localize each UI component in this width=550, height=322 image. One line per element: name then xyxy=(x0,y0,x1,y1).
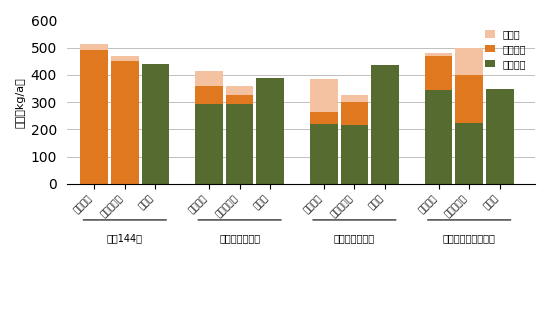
Bar xyxy=(455,123,483,184)
Bar xyxy=(195,86,223,104)
Bar xyxy=(310,112,338,124)
Bar xyxy=(195,104,223,184)
Bar xyxy=(310,79,338,112)
Bar xyxy=(425,56,452,90)
Text: （シロユタカ）: （シロユタカ） xyxy=(334,233,375,243)
Bar xyxy=(455,75,483,123)
Bar xyxy=(425,90,452,184)
Y-axis label: 収量（kg/a）: 収量（kg/a） xyxy=(15,77,25,128)
Legend: 親いも, 根根いも, 蔓根いも: 親いも, 根根いも, 蔓根いも xyxy=(481,25,530,73)
Bar xyxy=(226,95,254,104)
Bar xyxy=(111,62,139,184)
Bar xyxy=(80,51,108,184)
Bar xyxy=(340,95,368,102)
Bar xyxy=(425,53,452,56)
Bar xyxy=(226,86,254,95)
Text: 九州144号: 九州144号 xyxy=(107,233,143,243)
Bar xyxy=(256,78,284,184)
Bar xyxy=(486,89,514,184)
Text: ムラサキマサリ: ムラサキマサリ xyxy=(219,233,260,243)
Text: （コガネセンガン）: （コガネセンガン） xyxy=(443,233,496,243)
Bar xyxy=(226,104,254,184)
Bar xyxy=(111,56,139,62)
Bar xyxy=(371,65,399,184)
Bar xyxy=(142,64,169,184)
Bar xyxy=(340,102,368,125)
Bar xyxy=(310,124,338,184)
Bar xyxy=(455,48,483,75)
Bar xyxy=(340,125,368,184)
Bar xyxy=(195,71,223,86)
Bar xyxy=(80,44,108,51)
